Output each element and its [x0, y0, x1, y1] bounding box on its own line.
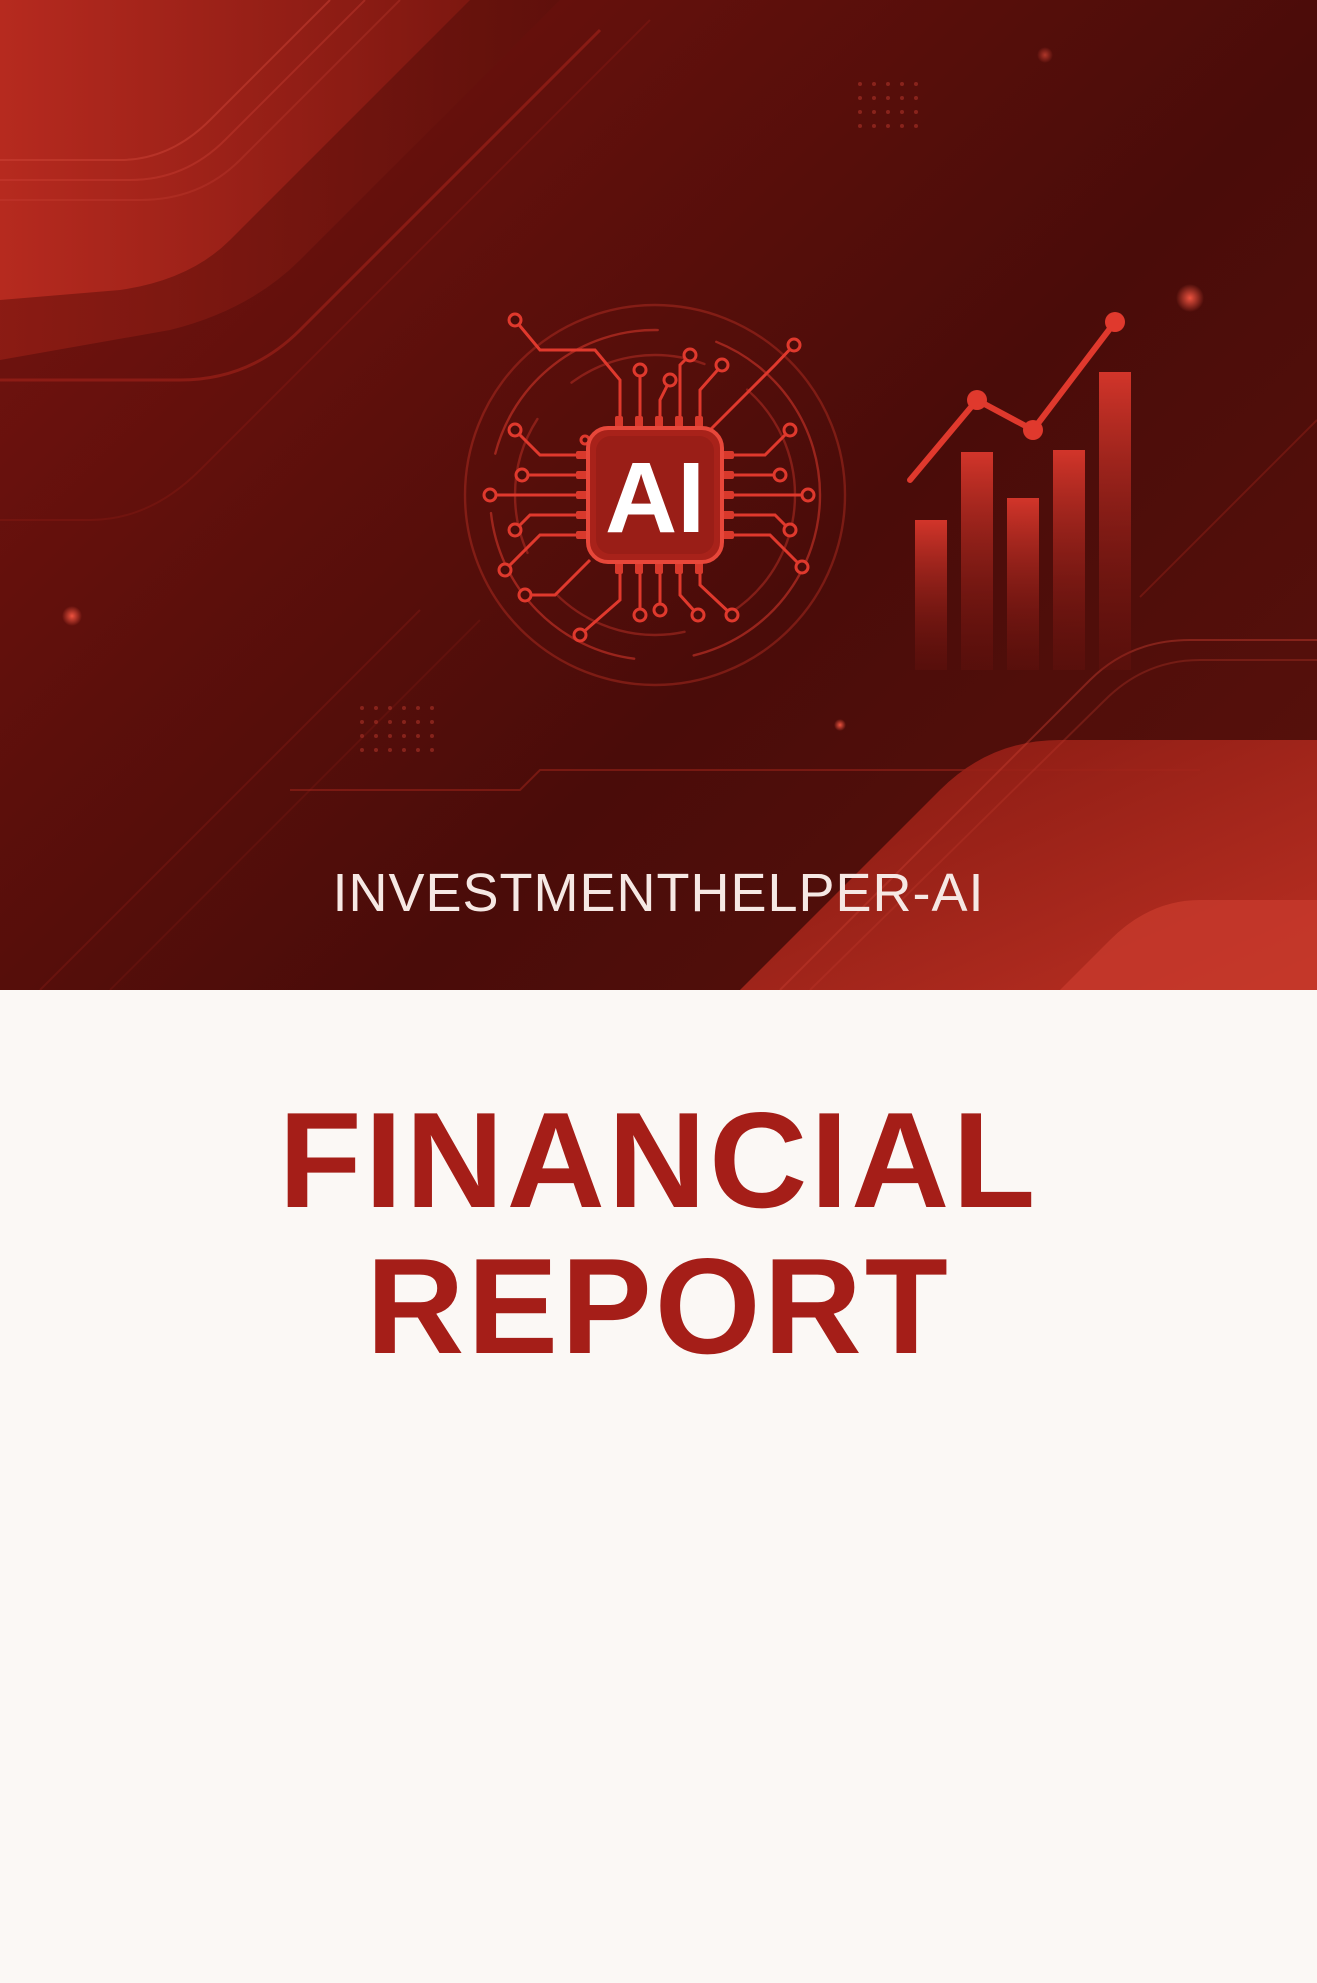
banner-background	[0, 0, 1317, 990]
brand-name: INVESTMENTHELPER-AI	[332, 863, 985, 923]
chip-label: AI	[605, 442, 705, 554]
report-title-line1: FINANCIAL	[278, 1084, 1039, 1236]
report-title-line2: REPORT	[366, 1230, 951, 1382]
growth-chart-icon	[907, 312, 1131, 670]
cover-banner: AI INVESTMENTHELPER-AI	[0, 0, 1317, 990]
ai-chip-icon: AI	[463, 303, 847, 687]
cover-title-area	[0, 990, 1317, 1983]
